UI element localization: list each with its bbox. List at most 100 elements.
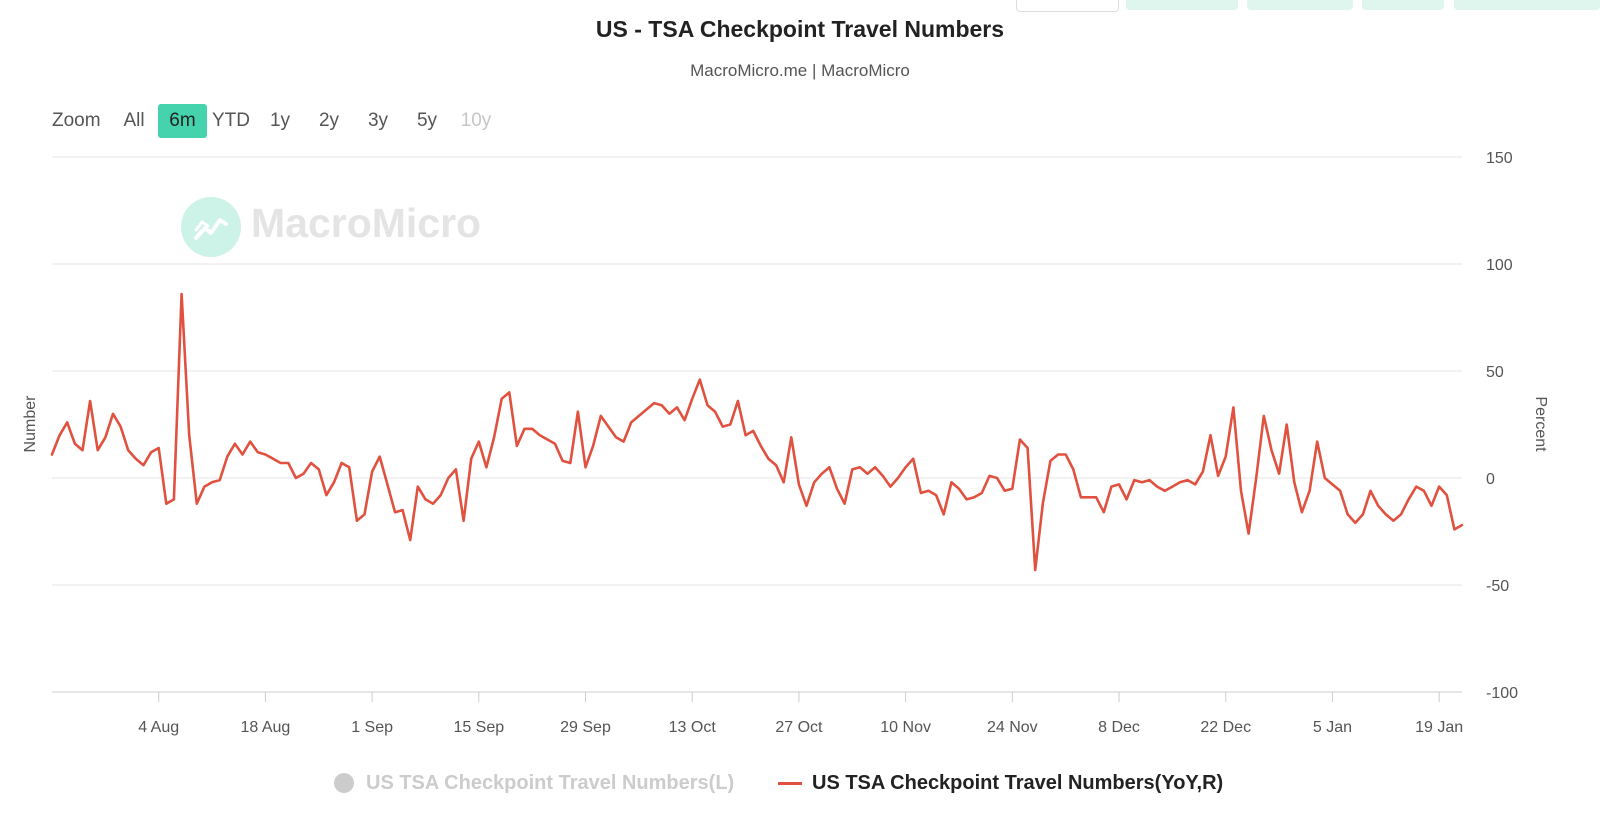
data-point — [660, 404, 663, 407]
data-point — [1400, 513, 1402, 516]
data-point — [470, 457, 472, 460]
data-point — [66, 421, 69, 424]
chart-subtitle: MacroMicro.me | MacroMicro — [690, 61, 910, 80]
zoom-all-button[interactable]: All — [123, 110, 145, 131]
x-tick-label: 22 Dec — [1200, 719, 1251, 736]
x-tick-label: 8 Dec — [1098, 719, 1140, 736]
data-point — [721, 425, 724, 428]
series-line-yoy — [50, 292, 1464, 572]
legend-label: US TSA Checkpoint Travel Numbers(YoY,R) — [812, 771, 1224, 794]
data-point — [1339, 490, 1341, 492]
data-point — [805, 505, 808, 507]
legend: US TSA Checkpoint Travel Numbers(L) US T… — [0, 768, 1600, 798]
zoom-3y-button[interactable]: 3y — [367, 110, 389, 131]
data-point — [1354, 522, 1357, 524]
y-tick-label: 100 — [1486, 257, 1513, 274]
legend-item-left-series[interactable]: US TSA Checkpoint Travel Numbers(L) — [334, 768, 734, 798]
data-point — [1362, 513, 1364, 516]
data-point — [142, 464, 145, 466]
data-point — [173, 498, 175, 501]
data-point — [386, 483, 389, 486]
data-point — [1384, 513, 1387, 516]
zoom-2y-button[interactable]: 2y — [318, 110, 340, 131]
data-point — [1278, 472, 1280, 475]
data-point — [401, 509, 404, 511]
data-point — [348, 466, 351, 469]
data-point — [378, 455, 381, 458]
data-point — [1163, 490, 1166, 492]
data-point — [1263, 415, 1265, 417]
data-point — [1453, 528, 1456, 531]
data-point — [737, 400, 739, 402]
data-point — [340, 462, 343, 464]
data-point — [1095, 496, 1097, 499]
data-point — [1331, 483, 1334, 486]
toolbar-button[interactable] — [1247, 0, 1353, 10]
data-point — [1224, 455, 1227, 458]
data-point — [256, 451, 259, 454]
data-point — [310, 462, 312, 464]
data-point — [409, 539, 412, 541]
gridlines — [52, 156, 1462, 693]
data-point — [790, 436, 793, 439]
data-point — [630, 421, 633, 424]
data-point — [729, 423, 732, 426]
data-point — [836, 487, 838, 490]
data-point — [904, 466, 907, 469]
data-point — [859, 466, 861, 469]
data-point — [592, 445, 594, 447]
data-point — [1240, 490, 1242, 492]
zoom-label: Zoom — [52, 110, 101, 131]
legend-item-right-series[interactable]: US TSA Checkpoint Travel Numbers(YoY,R) — [778, 768, 1223, 798]
data-point — [249, 440, 251, 443]
data-point — [188, 434, 190, 437]
data-point — [775, 464, 777, 466]
data-point — [782, 481, 785, 484]
zoom-6m-button[interactable]: 6m — [158, 104, 207, 138]
y-axis-right-title: Percent — [1532, 396, 1549, 452]
toolbar-button[interactable] — [1362, 0, 1444, 10]
data-point — [394, 511, 396, 514]
data-point — [843, 502, 846, 505]
data-point — [58, 434, 61, 437]
data-point — [706, 404, 709, 407]
x-tick-label: 5 Jan — [1313, 719, 1352, 736]
data-point — [74, 442, 76, 445]
data-point — [546, 438, 549, 441]
data-point — [988, 475, 991, 477]
x-tick-label: 15 Sep — [453, 719, 504, 736]
data-point — [295, 477, 297, 479]
data-point — [89, 400, 91, 402]
data-point — [714, 410, 716, 413]
data-point — [561, 460, 564, 462]
data-point — [881, 475, 884, 477]
data-point — [432, 502, 434, 505]
data-point — [653, 402, 655, 404]
y-tick-label: -100 — [1486, 685, 1518, 702]
data-point — [1011, 487, 1014, 490]
data-point — [569, 462, 572, 464]
toolbar-button[interactable] — [1016, 0, 1119, 12]
data-point — [1087, 496, 1090, 499]
toolbar-button[interactable] — [1454, 0, 1600, 10]
data-point — [150, 451, 152, 454]
data-point — [820, 472, 823, 475]
zoom-5y-button[interactable]: 5y — [416, 110, 438, 131]
zoom-ytd-button[interactable]: YTD — [212, 110, 250, 131]
data-point — [1110, 485, 1113, 488]
data-point — [920, 492, 922, 494]
data-point — [180, 293, 183, 295]
data-point — [668, 413, 671, 415]
toolbar-button[interactable] — [1126, 0, 1238, 10]
data-point — [760, 445, 762, 447]
data-point — [135, 457, 137, 460]
x-tick-label: 1 Sep — [351, 719, 393, 736]
data-point — [1369, 490, 1372, 492]
data-point — [1308, 490, 1311, 492]
data-point — [1316, 440, 1318, 443]
data-point — [1194, 483, 1197, 486]
data-point — [1415, 485, 1418, 488]
x-tick-label: 29 Sep — [560, 719, 611, 736]
data-point — [333, 481, 335, 484]
zoom-1y-button[interactable]: 1y — [269, 110, 291, 131]
